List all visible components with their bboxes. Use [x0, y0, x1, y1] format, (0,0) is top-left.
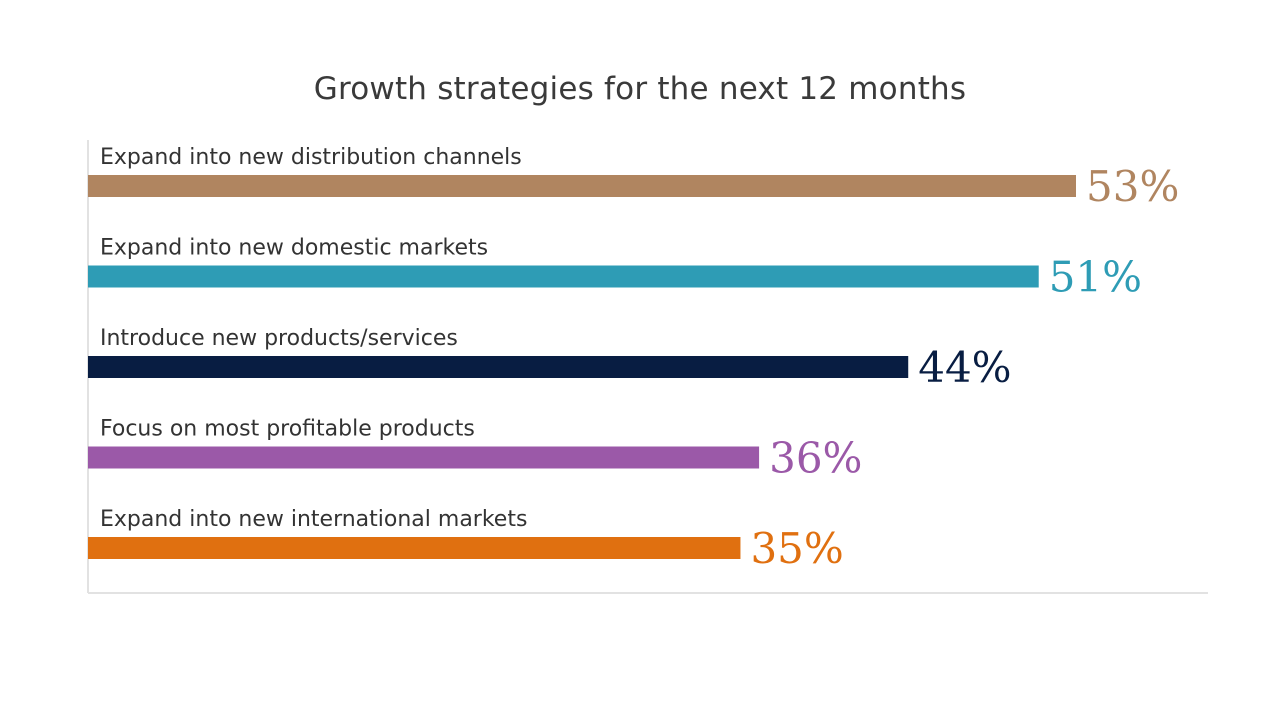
value-label: 51% — [1049, 253, 1142, 302]
bar — [88, 175, 1076, 197]
value-label: 53% — [1086, 162, 1179, 211]
bar — [88, 265, 1039, 288]
category-label: Expand into new domestic markets — [100, 236, 488, 261]
bar — [88, 446, 760, 469]
category-label: Expand into new international markets — [100, 507, 527, 532]
bar — [88, 537, 741, 559]
category-label: Introduce new products/services — [100, 326, 458, 351]
value-label: 35% — [750, 524, 843, 573]
chart-title: Growth strategies for the next 12 months — [314, 71, 967, 107]
bar — [88, 356, 909, 378]
category-label: Focus on most profitable products — [100, 417, 475, 442]
bars-group: Expand into new distribution channels 53%… — [88, 145, 1179, 573]
value-label: 36% — [769, 434, 862, 483]
value-label: 44% — [918, 343, 1011, 392]
category-label: Expand into new distribution channels — [100, 145, 522, 170]
